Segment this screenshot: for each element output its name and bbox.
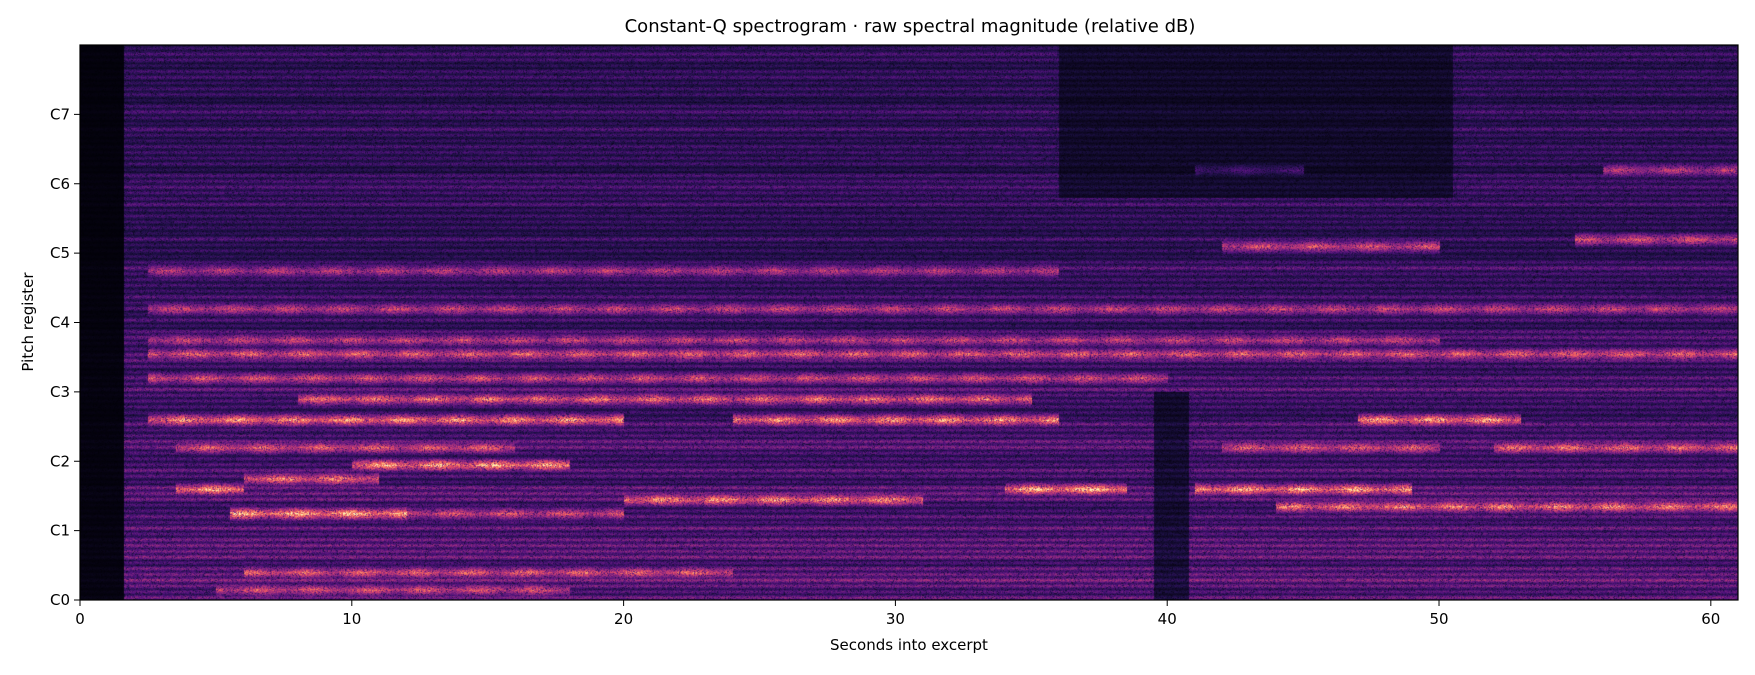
y-tick-label: C5 [50,244,70,262]
y-tick-label: C0 [50,591,70,609]
x-tick-label: 20 [614,610,633,628]
x-tick-label: 10 [342,610,361,628]
x-tick-label: 0 [75,610,85,628]
y-tick-label: C6 [50,175,70,193]
y-axis: C0 C1 C2 C3 C4 C5 C6 C7 [50,105,80,609]
x-tick-label: 50 [1429,610,1448,628]
heatmap-image-holder [80,45,1738,600]
y-axis-label: Pitch register [19,272,37,372]
y-tick-label: C1 [50,522,70,540]
x-tick-label: 40 [1158,610,1177,628]
x-tick-label: 60 [1701,610,1720,628]
x-axis: 0 10 20 30 40 50 60 [75,600,1720,628]
x-axis-label: Seconds into excerpt [830,636,988,654]
plot-area [79,44,1739,601]
x-tick-label: 30 [886,610,905,628]
y-tick-label: C7 [50,105,70,123]
y-tick-label: C3 [50,383,70,401]
y-tick-label: C4 [50,314,70,332]
y-tick-label: C2 [50,452,70,470]
spectrogram-heatmap [80,45,1738,600]
chart-title: Constant-Q spectrogram · raw spectral ma… [625,16,1196,37]
